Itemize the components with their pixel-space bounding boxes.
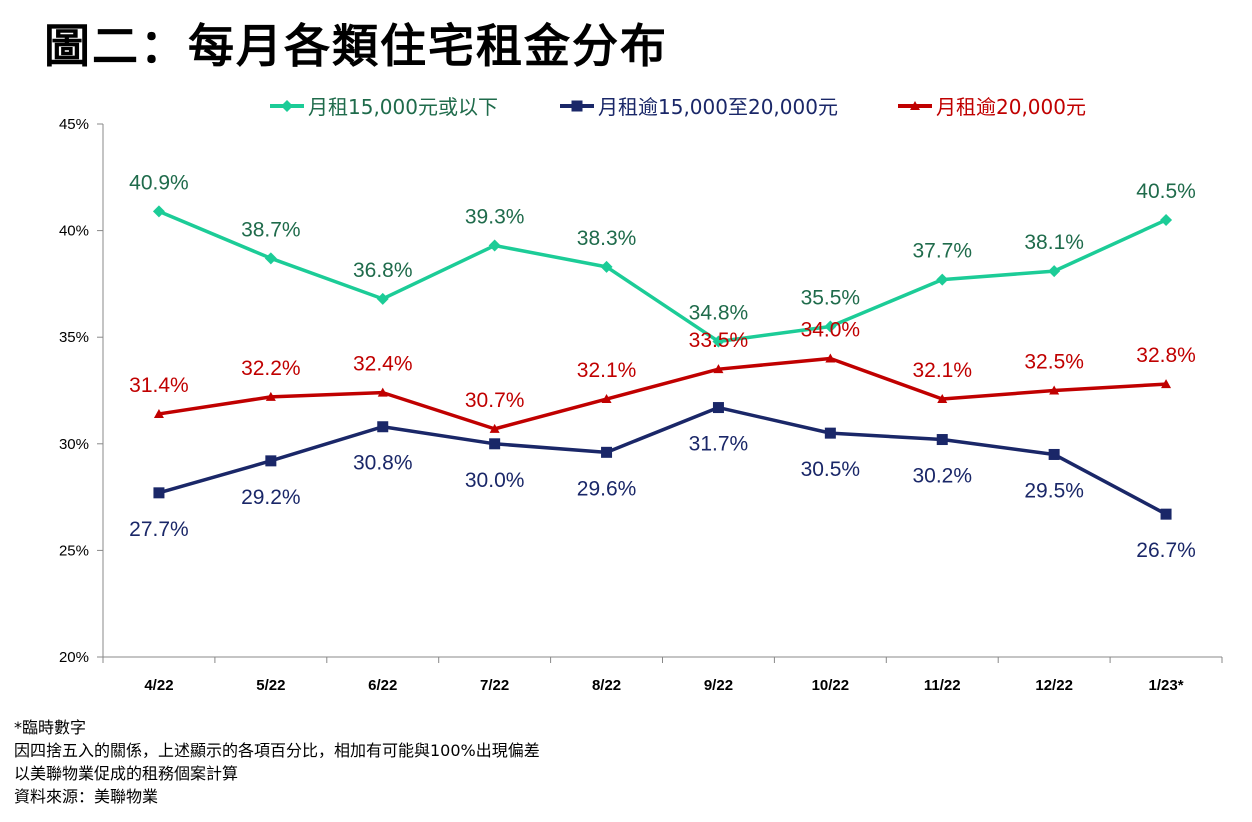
- y-tick-label: 35%: [59, 329, 89, 346]
- data-label: 29.5%: [1024, 479, 1084, 502]
- data-point-marker: [488, 239, 501, 252]
- data-point-marker: [264, 252, 277, 265]
- y-tick-label: 25%: [59, 542, 89, 559]
- data-point-marker: [712, 335, 725, 348]
- x-tick-label: 8/22: [592, 677, 621, 694]
- data-point-marker: [1048, 448, 1060, 460]
- data-point-marker: [489, 438, 501, 450]
- x-tick-label: 10/22: [812, 677, 850, 694]
- data-label: 37.7%: [912, 240, 972, 263]
- note-rounding: 因四捨五入的關係，上述顯示的各項百分比，相加有可能與100%出現偏差: [14, 741, 540, 760]
- note-source: 資料來源：美聯物業: [14, 787, 159, 806]
- data-point-marker: [153, 408, 164, 418]
- data-label: 40.5%: [1136, 180, 1196, 203]
- data-label: 34.0%: [801, 319, 861, 342]
- data-point-marker: [600, 260, 613, 273]
- data-point-marker: [152, 205, 165, 218]
- legend-marker-1: [571, 100, 583, 112]
- data-label: 40.9%: [129, 171, 189, 194]
- data-point-marker: [712, 402, 724, 414]
- data-label: 29.6%: [577, 477, 637, 500]
- data-label: 29.2%: [241, 486, 301, 509]
- data-point-marker: [1048, 265, 1061, 278]
- data-label: 38.7%: [241, 218, 301, 241]
- data-point-marker: [1160, 213, 1173, 226]
- data-label: 30.0%: [465, 469, 525, 492]
- data-label: 34.8%: [689, 301, 749, 324]
- data-point-marker: [825, 353, 836, 363]
- data-point-marker: [1161, 379, 1172, 389]
- x-tick-label: 12/22: [1035, 677, 1073, 694]
- legend-marker-0: [281, 100, 293, 112]
- data-label: 36.8%: [353, 259, 413, 282]
- series-line-0: [158, 209, 1167, 344]
- data-label: 38.3%: [577, 227, 637, 250]
- data-label: 33.5%: [689, 329, 749, 352]
- y-tick-label: 20%: [59, 649, 89, 666]
- data-point-marker: [713, 364, 724, 374]
- data-label: 30.7%: [465, 389, 525, 412]
- series-line-2: [158, 356, 1167, 431]
- data-label: 32.2%: [241, 357, 301, 380]
- data-point-marker: [936, 434, 948, 446]
- data-point-marker: [937, 394, 948, 404]
- data-point-marker: [265, 455, 277, 467]
- data-label: 30.5%: [801, 458, 861, 481]
- data-label: 31.7%: [689, 433, 749, 456]
- legend-label: 月租逾15,000至20,000元: [598, 95, 838, 119]
- data-point-marker: [265, 391, 276, 401]
- legend-marker-2: [910, 101, 920, 110]
- data-point-marker: [936, 273, 949, 286]
- footnotes: *臨時數字 因四捨五入的關係，上述顯示的各項百分比，相加有可能與100%出現偏差…: [14, 716, 540, 808]
- data-label: 27.7%: [129, 518, 189, 541]
- series-line-1: [158, 405, 1167, 516]
- legend-label: 月租逾20,000元: [936, 95, 1086, 119]
- data-point-marker: [601, 394, 612, 404]
- legend-label: 月租15,000元或以下: [308, 95, 498, 119]
- x-tick-label: 9/22: [704, 677, 733, 694]
- data-point-marker: [1160, 508, 1172, 520]
- data-label: 26.7%: [1136, 539, 1196, 562]
- chart-title: 圖二：每月各類住宅租金分布: [44, 19, 668, 73]
- x-tick-label: 11/22: [924, 677, 961, 694]
- data-label: 32.1%: [912, 359, 972, 382]
- note-provisional: *臨時數字: [14, 718, 87, 737]
- data-label: 30.2%: [912, 465, 972, 488]
- data-label: 38.1%: [1024, 231, 1084, 254]
- data-label: 32.8%: [1136, 344, 1196, 367]
- data-label: 39.3%: [465, 206, 525, 229]
- data-point-marker: [153, 487, 165, 499]
- data-label: 32.5%: [1024, 351, 1084, 374]
- y-tick-label: 30%: [59, 436, 89, 453]
- data-label: 31.4%: [129, 374, 189, 397]
- data-point-marker: [601, 446, 613, 458]
- note-basis: 以美聯物業促成的租務個案計算: [14, 764, 239, 783]
- data-label: 30.8%: [353, 452, 413, 475]
- data-point-marker: [824, 427, 836, 439]
- data-label: 32.4%: [353, 353, 413, 376]
- y-tick-label: 40%: [59, 223, 89, 240]
- data-label: 32.1%: [577, 359, 637, 382]
- data-label: 35.5%: [801, 287, 861, 310]
- data-point-marker: [824, 320, 837, 333]
- x-tick-label: 5/22: [256, 677, 285, 694]
- x-tick-label: 7/22: [480, 677, 509, 694]
- data-point-marker: [377, 421, 389, 433]
- y-tick-label: 45%: [59, 116, 89, 133]
- data-point-marker: [1049, 385, 1060, 395]
- data-point-marker: [377, 387, 388, 397]
- x-tick-label: 1/23*: [1149, 677, 1184, 694]
- x-tick-label: 6/22: [368, 677, 397, 694]
- data-point-marker: [489, 423, 500, 433]
- data-point-marker: [376, 292, 389, 305]
- x-tick-label: 4/22: [144, 677, 173, 694]
